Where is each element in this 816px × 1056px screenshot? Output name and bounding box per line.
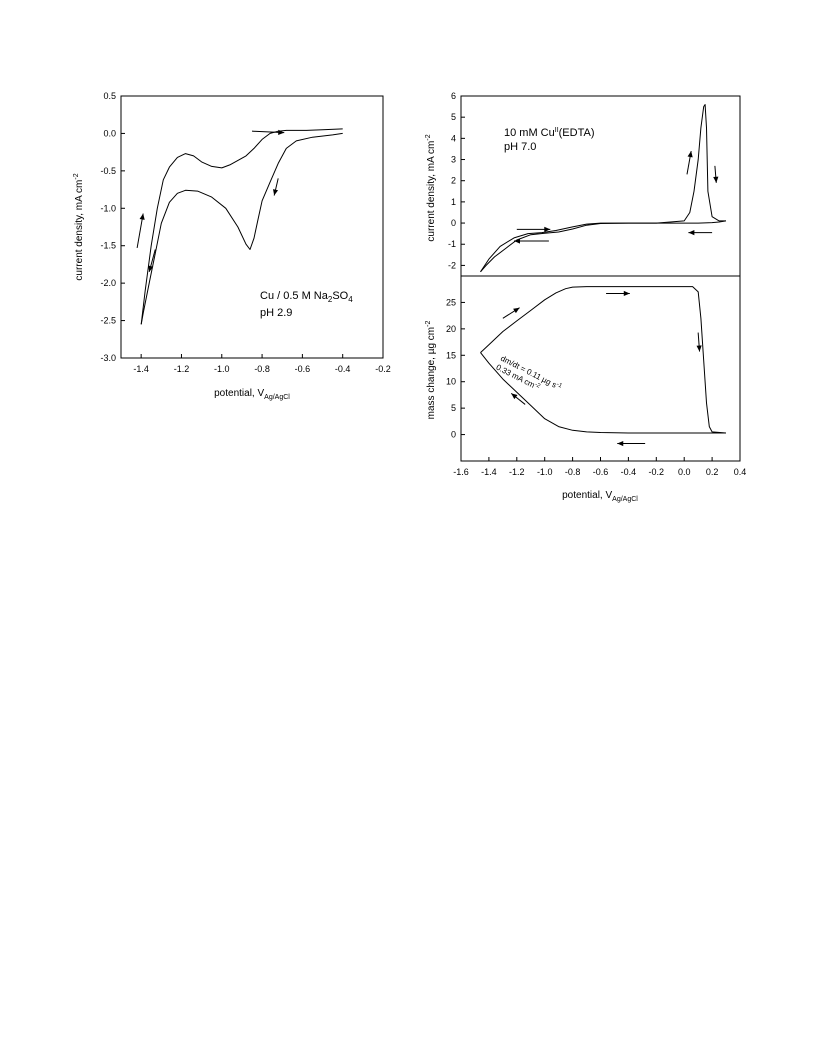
y-tick-label: -1.0 [100, 203, 116, 213]
left-chart: 0.50.0-0.5-1.0-1.5-2.0-2.5-3.0 -1.4 -1.2-… [73, 91, 391, 401]
curve-branch-1 [480, 104, 726, 273]
left-x-ticks: -1.4 -1.2 -1.0 -0.8 -0.6 -0.4 -0.2 [133, 354, 391, 374]
y-tick-label: 20 [446, 324, 456, 334]
y-tick-label: 6 [451, 91, 456, 101]
rate-annotation: dm/dt = 0.11 µg s-1 0.33 mA cm-2 [495, 354, 564, 390]
left-plot-frame [120, 95, 384, 359]
right-bottom-curves [480, 286, 727, 434]
y-tick-label: 5 [451, 403, 456, 413]
x-tick-label: -0.6 [593, 467, 609, 477]
y-tick-label: 0 [451, 218, 456, 228]
y-tick-label: 1 [451, 197, 456, 207]
curve-branch-1 [480, 286, 727, 434]
direction-arrow [688, 229, 713, 236]
y-tick-label: 5 [451, 112, 456, 122]
left-curves [140, 128, 343, 325]
direction-arrow [251, 129, 285, 135]
direction-arrow [617, 440, 646, 447]
y-tick-label: 2 [451, 176, 456, 186]
left-annotation-line1: Cu / 0.5 M Na2SO4 [260, 290, 353, 304]
x-tick-label: -0.6 [295, 364, 311, 374]
x-tick-label: -0.4 [621, 467, 637, 477]
curve-branch-1 [140, 132, 343, 325]
y-tick-label: 25 [446, 297, 456, 307]
curve-branch-2 [140, 128, 343, 325]
right-top-annotation-line1: 10 mM CuII(EDTA) [504, 127, 595, 139]
y-tick-label: 4 [451, 133, 456, 143]
y-tick-label: -3.0 [100, 353, 116, 363]
direction-arrow [510, 392, 526, 405]
y-tick-label: 15 [446, 350, 456, 360]
y-tick-label: 0 [451, 430, 456, 440]
left-annotation-line2: pH 2.9 [260, 307, 292, 319]
x-tick-label: -0.8 [565, 467, 581, 477]
right-bottom-arrows [502, 290, 702, 447]
right-bottom-y-ticks: 25 20 15 10 5 0 [446, 297, 465, 440]
right-top-chart: 6 5 4 3 2 1 0 -1 -2 current density, mA cm-2 10 … [425, 91, 741, 277]
direction-arrow [696, 332, 702, 352]
x-tick-label: -1.6 [453, 467, 469, 477]
x-tick-label: 0.4 [734, 467, 747, 477]
right-top-y-axis-title: current density, mA cm-2 [425, 134, 437, 241]
direction-arrow [686, 150, 693, 175]
y-tick-label: 0.5 [103, 91, 116, 101]
right-top-curves [480, 104, 727, 273]
y-tick-label: -1.5 [100, 241, 116, 251]
curve-branch-2 [480, 220, 727, 273]
left-y-axis-title: current density, mA cm-2 [73, 173, 85, 280]
direction-arrow [273, 178, 279, 196]
right-top-arrows [514, 150, 719, 244]
left-arrows [136, 129, 285, 273]
y-tick-label: 10 [446, 377, 456, 387]
right-top-y-ticks: 6 5 4 3 2 1 0 -1 -2 [448, 91, 465, 270]
y-tick-label: 3 [451, 155, 456, 165]
direction-arrow [713, 165, 719, 183]
x-tick-label: -1.0 [214, 364, 230, 374]
right-bottom-x-axis-title: potential, VAg/AgCl [562, 490, 638, 503]
direction-arrow [148, 249, 156, 273]
right-top-annotation-line2: pH 7.0 [504, 141, 536, 153]
x-tick-label: 0.2 [706, 467, 719, 477]
y-tick-label: -2.5 [100, 316, 116, 326]
left-x-axis-title: potential, VAg/AgCl [214, 388, 290, 401]
x-tick-label: -1.4 [133, 364, 149, 374]
x-tick-label: -0.4 [335, 364, 351, 374]
right-top-plot-frame [460, 95, 741, 277]
y-tick-label: 0.0 [103, 128, 116, 138]
direction-arrow [136, 213, 145, 249]
direction-arrow [606, 290, 630, 297]
curve-branch-2 [480, 352, 726, 434]
x-tick-label: -1.4 [481, 467, 497, 477]
x-tick-label: 0.0 [678, 467, 691, 477]
x-tick-label: -1.2 [174, 364, 190, 374]
x-tick-label: -0.2 [375, 364, 391, 374]
x-tick-label: -0.2 [649, 467, 665, 477]
left-y-ticks: 0.5 0.0 -0.5 -1.0 -1.5 -2.0 -2.5 -3.0 [100, 91, 125, 363]
right-bottom-x-ticks: -1.6 -1.4 -1.2 -1.0 -0.8 -0.6 -0.4 -0.2 0.0 0.2 0.… [453, 457, 746, 477]
y-tick-label: -2 [448, 260, 456, 270]
x-tick-label: -0.8 [254, 364, 270, 374]
direction-arrow [502, 307, 520, 319]
right-bottom-y-axis-title: mass change, µg cm-2 [425, 321, 437, 420]
y-tick-label: -2.0 [100, 278, 116, 288]
direction-arrow [514, 238, 549, 244]
y-tick-label: -0.5 [100, 166, 116, 176]
direction-arrow [516, 226, 551, 233]
x-tick-label: -1.0 [537, 467, 553, 477]
y-tick-label: -1 [448, 239, 456, 249]
x-tick-label: -1.2 [509, 467, 525, 477]
